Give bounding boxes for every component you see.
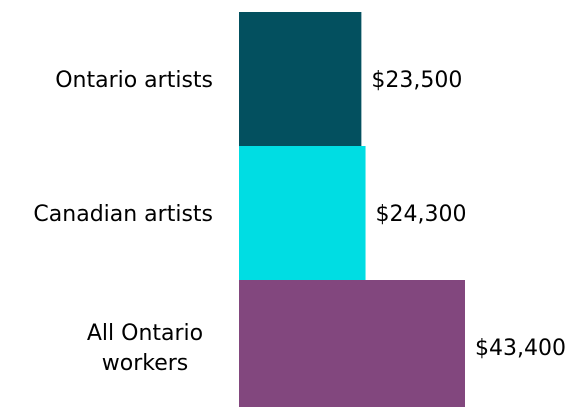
category-label: Canadian artists xyxy=(33,202,213,227)
category-label: All Ontario workers xyxy=(87,321,203,376)
bar xyxy=(239,280,465,407)
category-label: Ontario artists xyxy=(55,68,213,93)
bar xyxy=(239,12,362,146)
bar xyxy=(239,146,366,280)
value-label: $24,300 xyxy=(376,202,467,227)
value-label: $43,400 xyxy=(475,336,566,361)
value-label: $23,500 xyxy=(371,68,462,93)
